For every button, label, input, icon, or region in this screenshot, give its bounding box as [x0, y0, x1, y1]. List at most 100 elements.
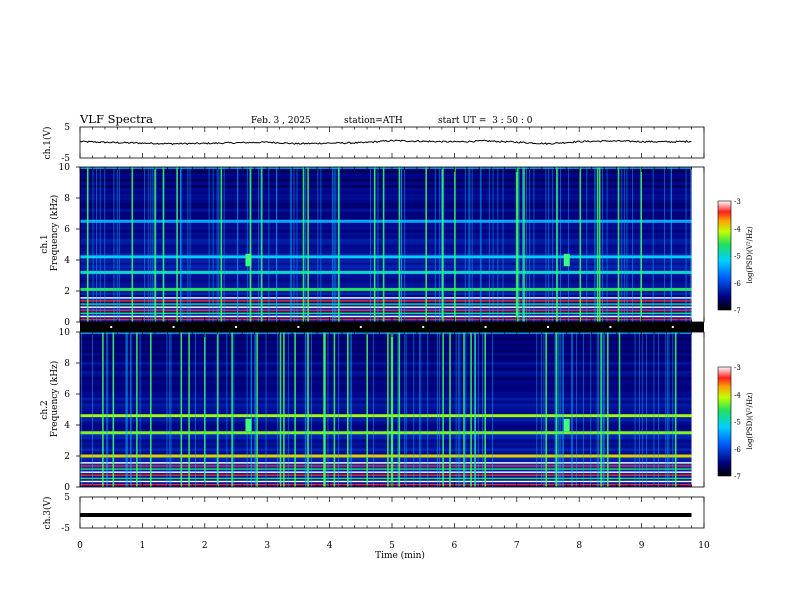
ch2-spectrogram-sferic [598, 332, 599, 487]
ch2-spectrogram-noise-row [80, 418, 692, 422]
ch1-spectrogram-noise-row [80, 199, 692, 203]
ch2-spectrogram-noise-row [80, 427, 692, 431]
ch2-spectrogram-noise-row [80, 370, 692, 374]
ch2-spectrogram-band [80, 454, 692, 458]
ch2-spectrogram-sferic [602, 332, 604, 487]
ch1-spectrogram-noise-row [80, 286, 692, 290]
ch1-spectrogram-sferic [596, 167, 599, 322]
ch1-spectrogram-noise-row [80, 319, 692, 322]
ch2-spectrogram-sferic [366, 332, 368, 487]
ch1-colorbar-tick-label: -5 [734, 253, 741, 261]
ch2-spectrogram-sferic [287, 332, 289, 487]
x-axis-tick-label: 6 [452, 541, 458, 551]
ch1-spectrogram-sferic [223, 167, 225, 322]
ch2-spectrogram-sferic [391, 332, 394, 487]
ch2-spectrogram-ylabel-frequency: Frequency (kHz) [49, 361, 60, 438]
ch2-spectrogram-noise-row [80, 388, 692, 392]
ch1-spectrogram-sferic [176, 167, 178, 322]
ch1-spectrogram-sferic [557, 167, 559, 322]
separator-mark [297, 326, 300, 328]
ch2-spectrogram-sferic [349, 332, 351, 487]
ch2-spectrogram-noise-row [80, 367, 692, 371]
separator-mark [547, 326, 549, 328]
ch2-spectrogram-band [80, 431, 692, 435]
ch2-spectrogram-noise-row [80, 400, 692, 404]
ch1-spectrogram-sferic [249, 167, 251, 322]
ch1-spectrogram-noise-row [80, 250, 692, 254]
ch1-spectrogram-sferic [150, 167, 152, 322]
spectrogram-separator [80, 322, 704, 332]
separator-mark [110, 326, 113, 328]
station-label: station=ATH [344, 116, 403, 126]
ch2-spectrogram-sferic [107, 332, 109, 487]
ch1-spectrogram-sferic [237, 167, 239, 322]
ch1-spectrogram-lowfreq-line [80, 303, 692, 305]
ch1-spectrogram-sferic [181, 167, 183, 322]
ch2-spectrogram-sferic [372, 332, 374, 487]
ch2-spectrogram-noise-row [80, 376, 692, 380]
x-axis-tick-label: 7 [514, 541, 520, 551]
ch1-spectrogram-lowfreq-line [80, 306, 692, 308]
ch2-spectrogram-ytick-label: 8 [64, 359, 70, 369]
ch1-spectrogram-sferic [268, 167, 270, 322]
ch2-spectrogram-sferic [102, 332, 104, 487]
ch1-spectrogram-noise-row [80, 214, 692, 218]
ch2-spectrogram-ytick-label: 4 [64, 421, 70, 431]
ch2-spectrogram-noise-row [80, 424, 692, 428]
ch1-spectrogram-sferic [441, 167, 442, 322]
ch1-spectrogram-sferic [529, 167, 531, 322]
ch1-spectrogram-sferic [154, 167, 156, 322]
ch1-spectrogram-noise-row [80, 226, 692, 230]
ch2-spectrogram-sferic [136, 332, 138, 487]
ch2-spectrogram-sferic [484, 332, 486, 487]
ch2-spectrogram-sferic [327, 332, 329, 487]
ch1-spectrogram-noise-row [80, 172, 692, 176]
ch1-spectrogram-noise-row [80, 223, 692, 227]
ch1-spectrogram-sferic [218, 167, 220, 322]
ch1-spectrogram-noise-row [80, 301, 692, 305]
ch1-spectrogram-ylabel-channel: ch.1 [40, 234, 50, 253]
ch1-spectrogram-sferic [464, 167, 466, 322]
ch2-spectrogram-lowfreq-line [80, 477, 692, 480]
ch1-spectrogram-noise-row [80, 196, 692, 200]
ch2-spectrogram-sferic [583, 332, 584, 487]
ch1-spectrogram-sferic [337, 167, 340, 322]
separator-mark [172, 326, 175, 328]
ch2-spectrogram-burst [245, 418, 252, 432]
ch2-spectrogram-sferic [405, 332, 407, 487]
ch2-spectrogram-noise-row [80, 481, 692, 485]
ch1-waveform-trace [79, 139, 692, 146]
ch2-spectrogram-sferic [311, 332, 312, 487]
ch1-spectrogram-sferic [307, 167, 309, 322]
ch1-spectrogram-sferic [335, 167, 337, 322]
ch1-spectrogram-sferic [617, 167, 620, 322]
ch1-spectrogram-sferic [152, 167, 154, 322]
ch1-spectrogram-sferic [671, 167, 672, 322]
ch2-spectrogram-sferic [563, 332, 564, 487]
ch2-spectrogram-sferic [482, 332, 483, 487]
ch3-waveform-ytick-top: 5 [64, 493, 70, 503]
ch1-spectrogram-noise-row [80, 259, 692, 263]
ch1-spectrogram-noise-row [80, 274, 692, 278]
ch1-spectrogram-lowfreq-line [80, 297, 692, 299]
ch1-spectrogram-sferic [548, 167, 550, 322]
ch2-spectrogram-noise-row [80, 463, 692, 467]
ch2-spectrogram-noise-row [80, 358, 692, 362]
ch3-waveform-ytick-bottom: -5 [61, 524, 70, 534]
ch1-waveform-ylabel: ch.1(V) [42, 127, 53, 160]
ch1-spectrogram-noise-row [80, 262, 692, 266]
ch2-spectrogram-sferic [667, 332, 668, 487]
ch2-spectrogram-noise-row [80, 460, 692, 464]
ch1-spectrogram-sferic [434, 167, 436, 322]
ch1-spectrogram-sferic [320, 167, 322, 322]
ch1-waveform-xticks [79, 127, 705, 158]
ch1-spectrogram-sferic [515, 167, 518, 322]
ch2-spectrogram-sferic [607, 332, 609, 487]
ch2-spectrogram-noise-row [80, 340, 692, 344]
ch2-spectrogram-sferic [398, 332, 401, 487]
ch1-spectrogram-sferic [441, 167, 444, 322]
ch1-spectrogram-ylabel-frequency: Frequency (kHz) [49, 195, 60, 272]
ch1-spectrogram-ytick-label: 2 [64, 287, 70, 297]
ch2-spectrogram-noise-row [80, 484, 692, 487]
